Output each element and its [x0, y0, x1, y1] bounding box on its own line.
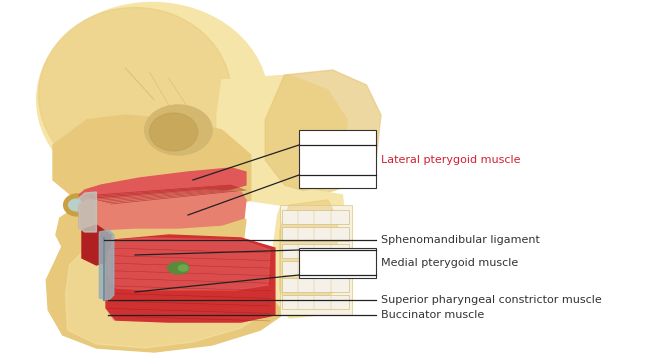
- Polygon shape: [79, 190, 246, 230]
- Ellipse shape: [64, 194, 90, 216]
- Polygon shape: [265, 70, 381, 195]
- Ellipse shape: [178, 265, 188, 271]
- Polygon shape: [280, 200, 337, 308]
- Bar: [299, 130, 376, 188]
- Bar: [281, 261, 349, 275]
- Polygon shape: [46, 240, 299, 352]
- Ellipse shape: [150, 113, 198, 151]
- Polygon shape: [79, 168, 246, 208]
- Bar: [299, 248, 376, 278]
- Polygon shape: [79, 192, 96, 232]
- Bar: [280, 205, 352, 315]
- Polygon shape: [108, 238, 270, 290]
- Polygon shape: [106, 260, 270, 322]
- Polygon shape: [273, 190, 347, 318]
- Polygon shape: [56, 210, 87, 250]
- Text: Buccinator muscle: Buccinator muscle: [381, 310, 484, 320]
- Bar: [281, 210, 349, 224]
- Polygon shape: [53, 115, 251, 215]
- Polygon shape: [106, 235, 275, 322]
- Polygon shape: [82, 225, 111, 265]
- Ellipse shape: [36, 2, 268, 197]
- Polygon shape: [99, 230, 114, 300]
- Bar: [281, 244, 349, 258]
- Polygon shape: [217, 75, 347, 205]
- Ellipse shape: [145, 105, 212, 155]
- Ellipse shape: [38, 7, 231, 182]
- Text: Sphenomandibular ligament: Sphenomandibular ligament: [381, 235, 540, 245]
- Bar: [281, 295, 349, 309]
- Bar: [281, 227, 349, 241]
- Text: Medial pterygoid muscle: Medial pterygoid muscle: [381, 258, 518, 268]
- Ellipse shape: [68, 199, 86, 211]
- Polygon shape: [62, 188, 246, 272]
- Text: Superior pharyngeal constrictor muscle: Superior pharyngeal constrictor muscle: [381, 295, 602, 305]
- Bar: [281, 278, 349, 292]
- Text: Lateral pterygoid muscle: Lateral pterygoid muscle: [381, 155, 521, 165]
- Ellipse shape: [168, 262, 189, 274]
- Polygon shape: [66, 248, 275, 348]
